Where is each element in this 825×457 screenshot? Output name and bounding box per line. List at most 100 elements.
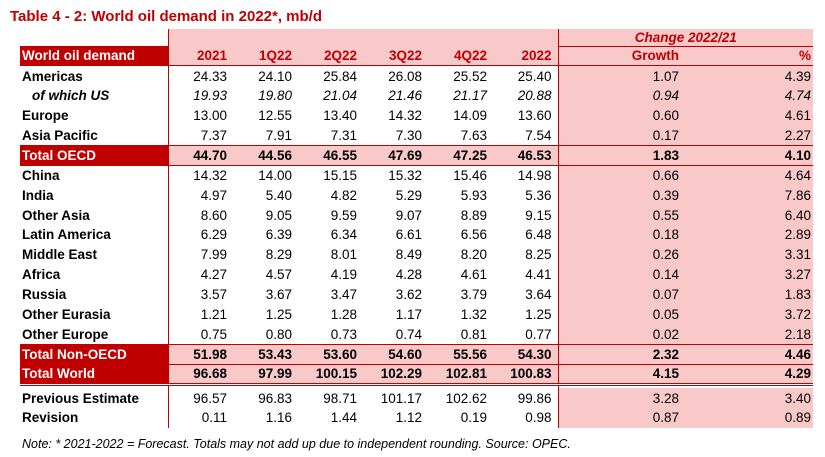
value-cell: 98.71 [323,390,357,406]
value-cell: 7.63 [460,127,487,143]
value-cell: 19.80 [258,88,292,104]
value-cell: 12.55 [258,108,292,124]
change-header: Change 2022/21 [557,29,813,47]
pct-cell: 4.29 [685,364,813,386]
growth-cell: 0.94 [557,85,685,106]
growth-cell: 0.07 [557,284,685,305]
value-cell: 4.82 [330,187,357,203]
value-cell: 13.60 [517,108,552,124]
value-cell: 21.17 [453,88,487,104]
table-row: Latin America 6.29 6.39 6.34 6.61 6.56 6.48 0.1… [20,225,813,245]
value-cell: 5.40 [265,187,292,203]
value-cell: 4.57 [265,267,292,283]
value-cell: 101.17 [380,390,422,406]
col-header: 1Q22 [233,46,298,67]
value-cell: 0.81 [460,326,487,342]
value-cell: 4.19 [330,267,357,283]
row-label: China [22,168,60,184]
row-label: Africa [22,267,61,283]
value-cell: 102.81 [428,364,493,386]
value-cell: 8.20 [460,247,487,263]
growth-cell: 0.60 [557,105,685,126]
value-cell: 3.67 [265,287,292,303]
row-label: Previous Estimate [22,390,140,406]
pct-cell: 4.46 [685,343,813,365]
value-cell: 1.16 [265,410,292,426]
table-row: Other Europe 0.75 0.80 0.73 0.74 0.81 0.77 0.02… [20,324,813,345]
value-cell: 8.01 [330,247,357,263]
growth-cell: 0.02 [557,324,685,345]
value-cell: 7.37 [167,125,233,146]
value-cell: 8.29 [265,247,292,263]
growth-cell: 3.28 [557,388,685,409]
value-cell: 99.86 [517,390,552,406]
value-cell: 46.55 [298,144,363,166]
value-cell: 25.84 [323,68,357,84]
header-row-top: Change 2022/21 [20,29,813,47]
row-label: Other Europe [22,326,109,342]
table-row: Europe 13.00 12.55 13.40 14.32 14.09 13.60 0.60… [20,105,813,126]
value-cell: 96.57 [167,388,233,409]
value-cell: 1.21 [167,304,233,325]
pct-header: % [685,46,813,67]
pct-cell: 3.27 [685,264,813,285]
pct-cell: 3.40 [685,388,813,409]
value-cell: 7.54 [525,127,552,143]
value-cell: 3.79 [460,287,487,303]
value-cell: 6.61 [395,227,422,243]
value-cell: 53.60 [298,343,363,365]
value-cell: 0.19 [460,410,487,426]
value-cell: 96.83 [258,390,292,406]
pct-cell: 7.86 [685,185,813,206]
value-cell: 3.64 [525,287,552,303]
table-row: Africa 4.27 4.57 4.19 4.28 4.61 4.41 0.14 3.27 [20,264,813,285]
value-cell: 14.32 [388,108,422,124]
table-row: Total Non-OECD 51.98 53.43 53.60 54.60 55.56 5… [20,343,813,365]
value-cell: 7.30 [395,127,422,143]
growth-cell: 1.07 [557,65,685,86]
value-cell: 97.99 [233,364,298,386]
value-cell: 15.32 [388,168,422,184]
value-cell: 19.93 [167,85,233,106]
value-cell: 26.08 [388,68,422,84]
value-cell: 9.59 [330,207,357,223]
table-row: Previous Estimate 96.57 96.83 98.71 101.17 10… [20,388,813,409]
row-label: India [22,187,54,203]
pct-cell: 3.31 [685,244,813,265]
value-cell: 102.62 [445,390,487,406]
value-cell: 13.00 [167,105,233,126]
row-label: of which US [32,88,110,104]
table-row: India 4.97 5.40 4.82 5.29 5.93 5.36 0.39 7.86 [20,185,813,206]
row-label: Latin America [22,227,111,243]
value-cell: 7.91 [265,127,292,143]
value-cell: 0.98 [525,410,552,426]
value-cell: 1.25 [525,307,552,323]
table-row: Asia Pacific 7.37 7.91 7.31 7.30 7.63 7.54 0.17… [20,125,813,146]
value-cell: 7.31 [330,127,357,143]
row-label: Russia [22,287,67,303]
value-cell: 3.47 [330,287,357,303]
value-cell: 6.39 [265,227,292,243]
value-cell: 14.00 [258,168,292,184]
value-cell: 9.15 [525,207,552,223]
pct-cell: 4.64 [685,165,813,186]
table-row: China 14.32 14.00 15.15 15.32 15.46 14.98 0.66 4… [20,165,813,186]
growth-cell: 0.26 [557,244,685,265]
growth-cell: 0.87 [557,408,685,428]
oil-demand-table: Change 2022/21 World oil demand 2021 1Q2… [20,29,813,428]
value-cell: 25.40 [517,68,552,84]
pct-cell: 0.89 [685,408,813,428]
row-label: Asia Pacific [22,127,98,143]
table-row: Other Eurasia 1.21 1.25 1.28 1.17 1.32 1.25 0.0… [20,304,813,325]
value-cell: 1.32 [460,307,487,323]
growth-cell: 0.55 [557,205,685,226]
table-row: Russia 3.57 3.67 3.47 3.62 3.79 3.64 0.07 1.83 [20,284,813,305]
growth-cell: 0.18 [557,225,685,245]
value-cell: 55.56 [428,343,493,365]
growth-cell: 0.39 [557,185,685,206]
row-label: Total World [20,364,168,386]
value-cell: 44.70 [167,144,233,166]
row-label: Other Asia [22,207,90,223]
col-header: 4Q22 [428,46,493,67]
value-cell: 3.57 [167,284,233,305]
